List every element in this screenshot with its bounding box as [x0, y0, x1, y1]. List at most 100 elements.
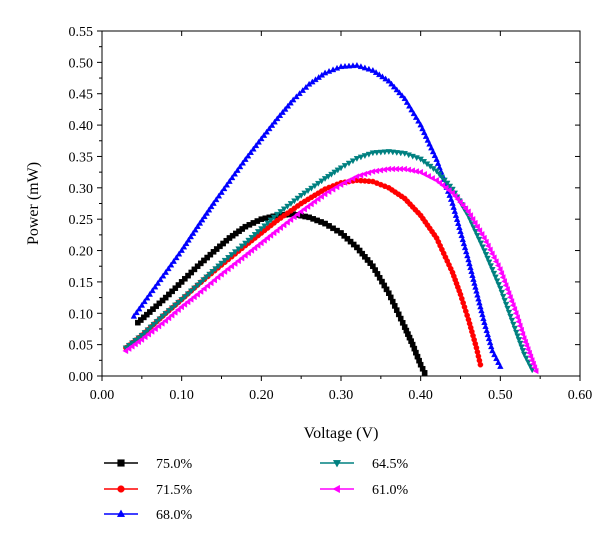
- y-tick-label: 0.50: [69, 56, 94, 71]
- series-marker: [474, 223, 480, 230]
- series-marker: [238, 243, 246, 250]
- data-point: [420, 171, 422, 173]
- series-marker: [499, 274, 506, 281]
- series-marker: [415, 117, 422, 124]
- series-marker: [245, 237, 252, 244]
- series-marker: [464, 252, 471, 259]
- data-point: [491, 350, 493, 352]
- series-marker: [245, 249, 251, 257]
- series-marker: [147, 324, 154, 331]
- series-marker: [166, 291, 172, 298]
- series-marker: [477, 240, 485, 247]
- series-marker: [476, 299, 483, 306]
- series-marker: [509, 302, 516, 309]
- series-marker: [189, 229, 197, 236]
- data-point: [356, 157, 358, 159]
- legend-marker: [117, 459, 125, 467]
- data-point: [244, 242, 246, 244]
- series-marker: [151, 325, 158, 333]
- legend-label: 71.5%: [156, 483, 193, 498]
- legend-item: 71.5%: [104, 483, 193, 498]
- series-marker: [485, 335, 493, 342]
- series-marker: [201, 213, 208, 220]
- series-marker: [203, 274, 210, 281]
- series-marker: [287, 201, 295, 207]
- series-marker: [270, 214, 278, 221]
- series-marker: [502, 282, 509, 289]
- series-marker: [209, 269, 216, 275]
- x-tick-label: 0.00: [90, 388, 115, 403]
- series-marker: [156, 300, 163, 307]
- series-marker: [325, 67, 333, 74]
- data-point: [244, 158, 246, 161]
- data-point: [212, 251, 215, 253]
- series-marker: [197, 288, 204, 295]
- data-point: [244, 226, 246, 228]
- data-point: [276, 118, 278, 120]
- series-marker: [192, 226, 199, 233]
- series-marker: [148, 328, 155, 335]
- series-marker: [522, 338, 528, 346]
- legend-label: 75.0%: [156, 457, 193, 472]
- series-marker: [518, 344, 525, 351]
- data-point: [165, 271, 167, 274]
- data-point: [424, 372, 426, 374]
- series-marker: [527, 353, 534, 360]
- data-point: [467, 259, 470, 261]
- series-marker: [361, 64, 369, 71]
- series-marker: [456, 224, 463, 230]
- series-marker: [282, 105, 289, 112]
- data-point: [324, 222, 326, 225]
- data-point: [467, 318, 470, 321]
- series-marker: [459, 202, 466, 209]
- series-marker: [329, 186, 336, 193]
- series-marker: [171, 309, 178, 316]
- series-marker: [501, 278, 507, 285]
- series-marker: [211, 276, 217, 284]
- series-marker: [185, 236, 192, 243]
- data-point: [149, 293, 151, 296]
- data-point: [197, 265, 199, 267]
- data-point: [276, 213, 278, 215]
- series-marker: [299, 87, 306, 93]
- data-point: [420, 364, 422, 366]
- y-tick-label: 0.45: [69, 88, 94, 103]
- series-marker: [345, 62, 353, 69]
- series-marker: [203, 209, 210, 216]
- series-marker: [214, 274, 221, 281]
- data-point: [475, 290, 478, 292]
- series-marker: [141, 330, 149, 337]
- series-marker: [514, 314, 520, 321]
- y-tick-label: 0.40: [69, 119, 94, 134]
- data-point: [515, 312, 517, 314]
- series-marker: [477, 303, 484, 310]
- legend-item: 61.0%: [320, 483, 409, 498]
- series-marker: [441, 177, 448, 184]
- series-marker: [141, 298, 148, 305]
- series-marker: [373, 150, 381, 156]
- data-point: [372, 180, 374, 183]
- series-marker: [271, 118, 278, 125]
- series-marker: [471, 279, 478, 286]
- series-marker: [263, 128, 270, 135]
- series-marker: [403, 98, 411, 105]
- series-marker: [182, 275, 188, 282]
- series-marker: [251, 232, 259, 238]
- series-marker: [527, 363, 534, 370]
- data-point: [459, 293, 462, 296]
- data-point: [220, 262, 223, 264]
- data-point: [372, 152, 374, 154]
- series-marker: [187, 233, 194, 240]
- series-marker: [191, 285, 198, 292]
- series-marker: [469, 272, 476, 278]
- series-marker: [478, 231, 485, 238]
- series-marker: [231, 249, 239, 256]
- series-marker: [341, 163, 349, 169]
- series-marker: [153, 303, 159, 310]
- series-marker: [133, 309, 140, 316]
- series-marker: [204, 254, 210, 261]
- series-marker: [138, 301, 146, 308]
- series-marker: [500, 293, 507, 300]
- series-marker: [266, 125, 273, 132]
- series-marker: [471, 219, 478, 227]
